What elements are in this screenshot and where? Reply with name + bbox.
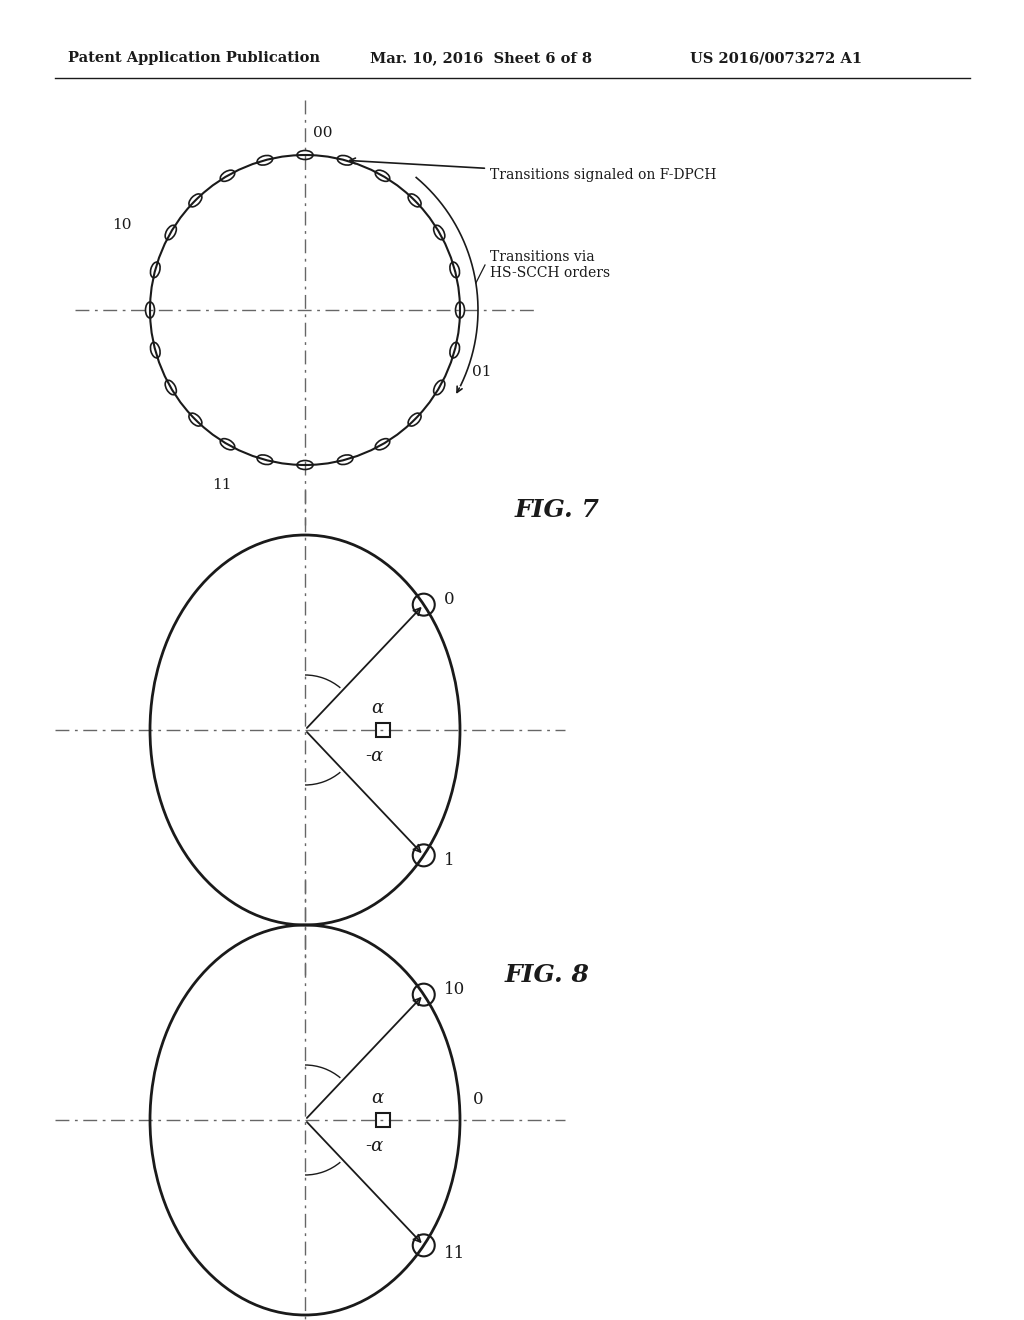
Text: FIG. 7: FIG. 7 [515, 498, 600, 521]
Text: Mar. 10, 2016  Sheet 6 of 8: Mar. 10, 2016 Sheet 6 of 8 [370, 51, 592, 65]
Text: 11: 11 [443, 1245, 465, 1262]
Text: α: α [372, 700, 384, 717]
Text: -α: -α [366, 1137, 384, 1155]
Text: -α: -α [366, 747, 384, 766]
Text: 11: 11 [212, 478, 231, 492]
Text: Transitions via
HS-SCCH orders: Transitions via HS-SCCH orders [490, 249, 610, 280]
Text: α: α [372, 1089, 384, 1107]
Text: 0: 0 [443, 591, 455, 609]
Text: 1: 1 [443, 851, 455, 869]
Text: FIG. 8: FIG. 8 [505, 964, 590, 987]
Text: 10: 10 [443, 981, 465, 998]
Text: 00: 00 [312, 125, 332, 140]
Text: 0: 0 [473, 1092, 483, 1109]
Text: US 2016/0073272 A1: US 2016/0073272 A1 [690, 51, 862, 65]
Text: Transitions signaled on F-DPCH: Transitions signaled on F-DPCH [350, 158, 717, 182]
Text: 10: 10 [112, 218, 131, 232]
Text: Patent Application Publication: Patent Application Publication [68, 51, 319, 65]
Text: 01: 01 [472, 366, 492, 379]
